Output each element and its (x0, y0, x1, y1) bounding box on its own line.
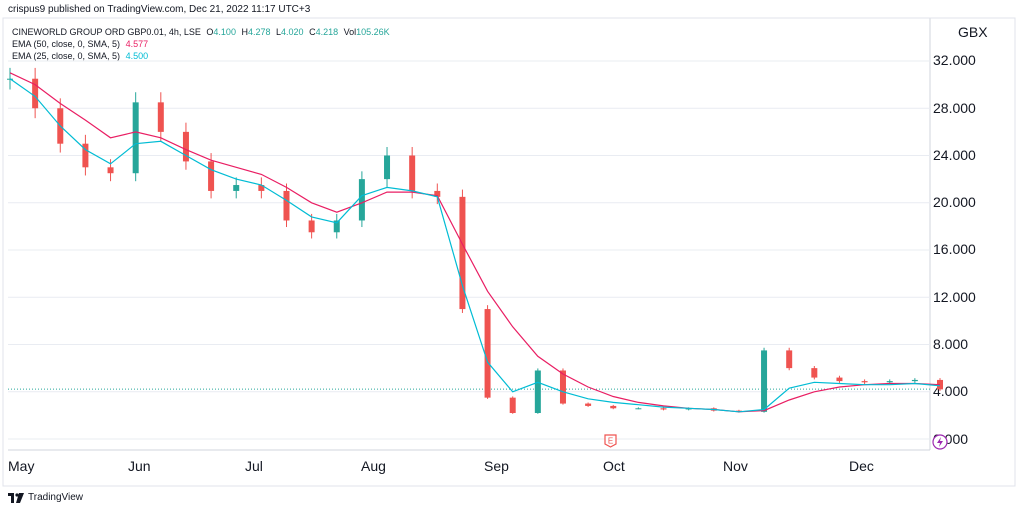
candle-body (886, 381, 893, 383)
candle-body (685, 408, 692, 410)
candle-body (534, 370, 541, 414)
x-tick-nov: Nov (723, 458, 748, 474)
candle-body (484, 309, 491, 398)
candle-body (32, 78, 39, 109)
x-tick-jun: Jun (128, 458, 151, 474)
candle-body (182, 131, 189, 162)
candle-body (459, 196, 466, 310)
candle-body (258, 185, 265, 191)
candle-body (786, 350, 793, 369)
candle-body (157, 102, 164, 132)
candle-body (208, 161, 215, 191)
candle-body (7, 78, 13, 80)
ema50-line (9, 72, 941, 413)
candle-body (710, 408, 717, 411)
candle-body (409, 155, 416, 191)
candle-body (861, 381, 868, 383)
candle-body (911, 379, 918, 382)
candle-body (82, 143, 89, 168)
candle-body (635, 408, 642, 410)
candle-body (836, 377, 843, 382)
y-tick-16: 16.000 (933, 241, 976, 257)
svg-text:E: E (608, 437, 613, 446)
close-value: 4.218 (315, 27, 339, 37)
ema25-line (9, 78, 941, 413)
candle-body (132, 102, 139, 174)
y-tick-24: 24.000 (933, 147, 976, 163)
x-tick-dec: Dec (849, 458, 874, 474)
volume-value: 105.26K (356, 27, 390, 37)
candle-body (233, 185, 240, 191)
candle-body (57, 108, 64, 144)
ohlc-legend: CINEWORLD GROUP ORD GBP0.01, 4h, LSE O4.… (12, 27, 393, 37)
candle-body (358, 179, 365, 221)
y-tick-32: 32.000 (933, 52, 976, 68)
candle-body (610, 405, 617, 409)
y-tick-12: 12.000 (933, 289, 976, 305)
ema25-label: EMA (25, close, 0, SMA, 5) (12, 51, 121, 61)
ema50-label: EMA (50, close, 0, SMA, 5) (12, 39, 121, 49)
candle-body (660, 408, 667, 410)
x-tick-may: May (8, 458, 35, 474)
low-value: 4.020 (281, 27, 304, 37)
open-value: 4.100 (213, 27, 236, 37)
footer-brand-label: TradingView (28, 492, 84, 503)
candle-body (384, 155, 391, 180)
y-tick-8: 8.000 (933, 336, 969, 352)
candle-body (107, 167, 114, 174)
high-value: 4.278 (247, 27, 271, 37)
x-tick-oct: Oct (603, 458, 625, 474)
news-flash-icon[interactable] (932, 434, 948, 450)
y-tick-4: 4.000 (933, 383, 969, 399)
ema50-legend[interactable]: EMA (50, close, 0, SMA, 5) 4.577 (12, 39, 151, 49)
x-tick-aug: Aug (361, 458, 386, 474)
candle-body (761, 350, 768, 412)
high-label: H (241, 27, 248, 37)
y-tick-28: 28.000 (933, 100, 976, 116)
candle-body (585, 403, 592, 406)
outer-frame (2, 17, 1016, 487)
ema25-legend[interactable]: EMA (25, close, 0, SMA, 5) 4.500 (12, 51, 151, 61)
candle-body (333, 220, 340, 233)
tradingview-logo-icon (8, 492, 24, 503)
ema25-value: 4.500 (125, 51, 149, 61)
x-tick-sep: Sep (484, 458, 509, 474)
earnings-event-icon[interactable]: E (604, 434, 617, 448)
y-tick-20: 20.000 (933, 194, 976, 210)
candle-body (811, 368, 818, 378)
publish-line: crispus9 published on TradingView.com, D… (8, 4, 311, 15)
candle-body (559, 370, 566, 404)
close-label: C (309, 27, 316, 37)
candle-body (509, 397, 516, 414)
ema50-value: 4.577 (125, 39, 149, 49)
candle-body (735, 410, 742, 412)
volume-label: Vol (343, 27, 357, 37)
candle-body (434, 190, 441, 197)
candle-body (308, 220, 315, 233)
symbol-label[interactable]: CINEWORLD GROUP ORD GBP0.01, 4h, LSE (12, 27, 201, 37)
candle-body (283, 190, 290, 221)
x-tick-jul: Jul (245, 458, 263, 474)
footer-brand[interactable]: TradingView (8, 492, 83, 503)
currency-label: GBX (958, 24, 988, 40)
